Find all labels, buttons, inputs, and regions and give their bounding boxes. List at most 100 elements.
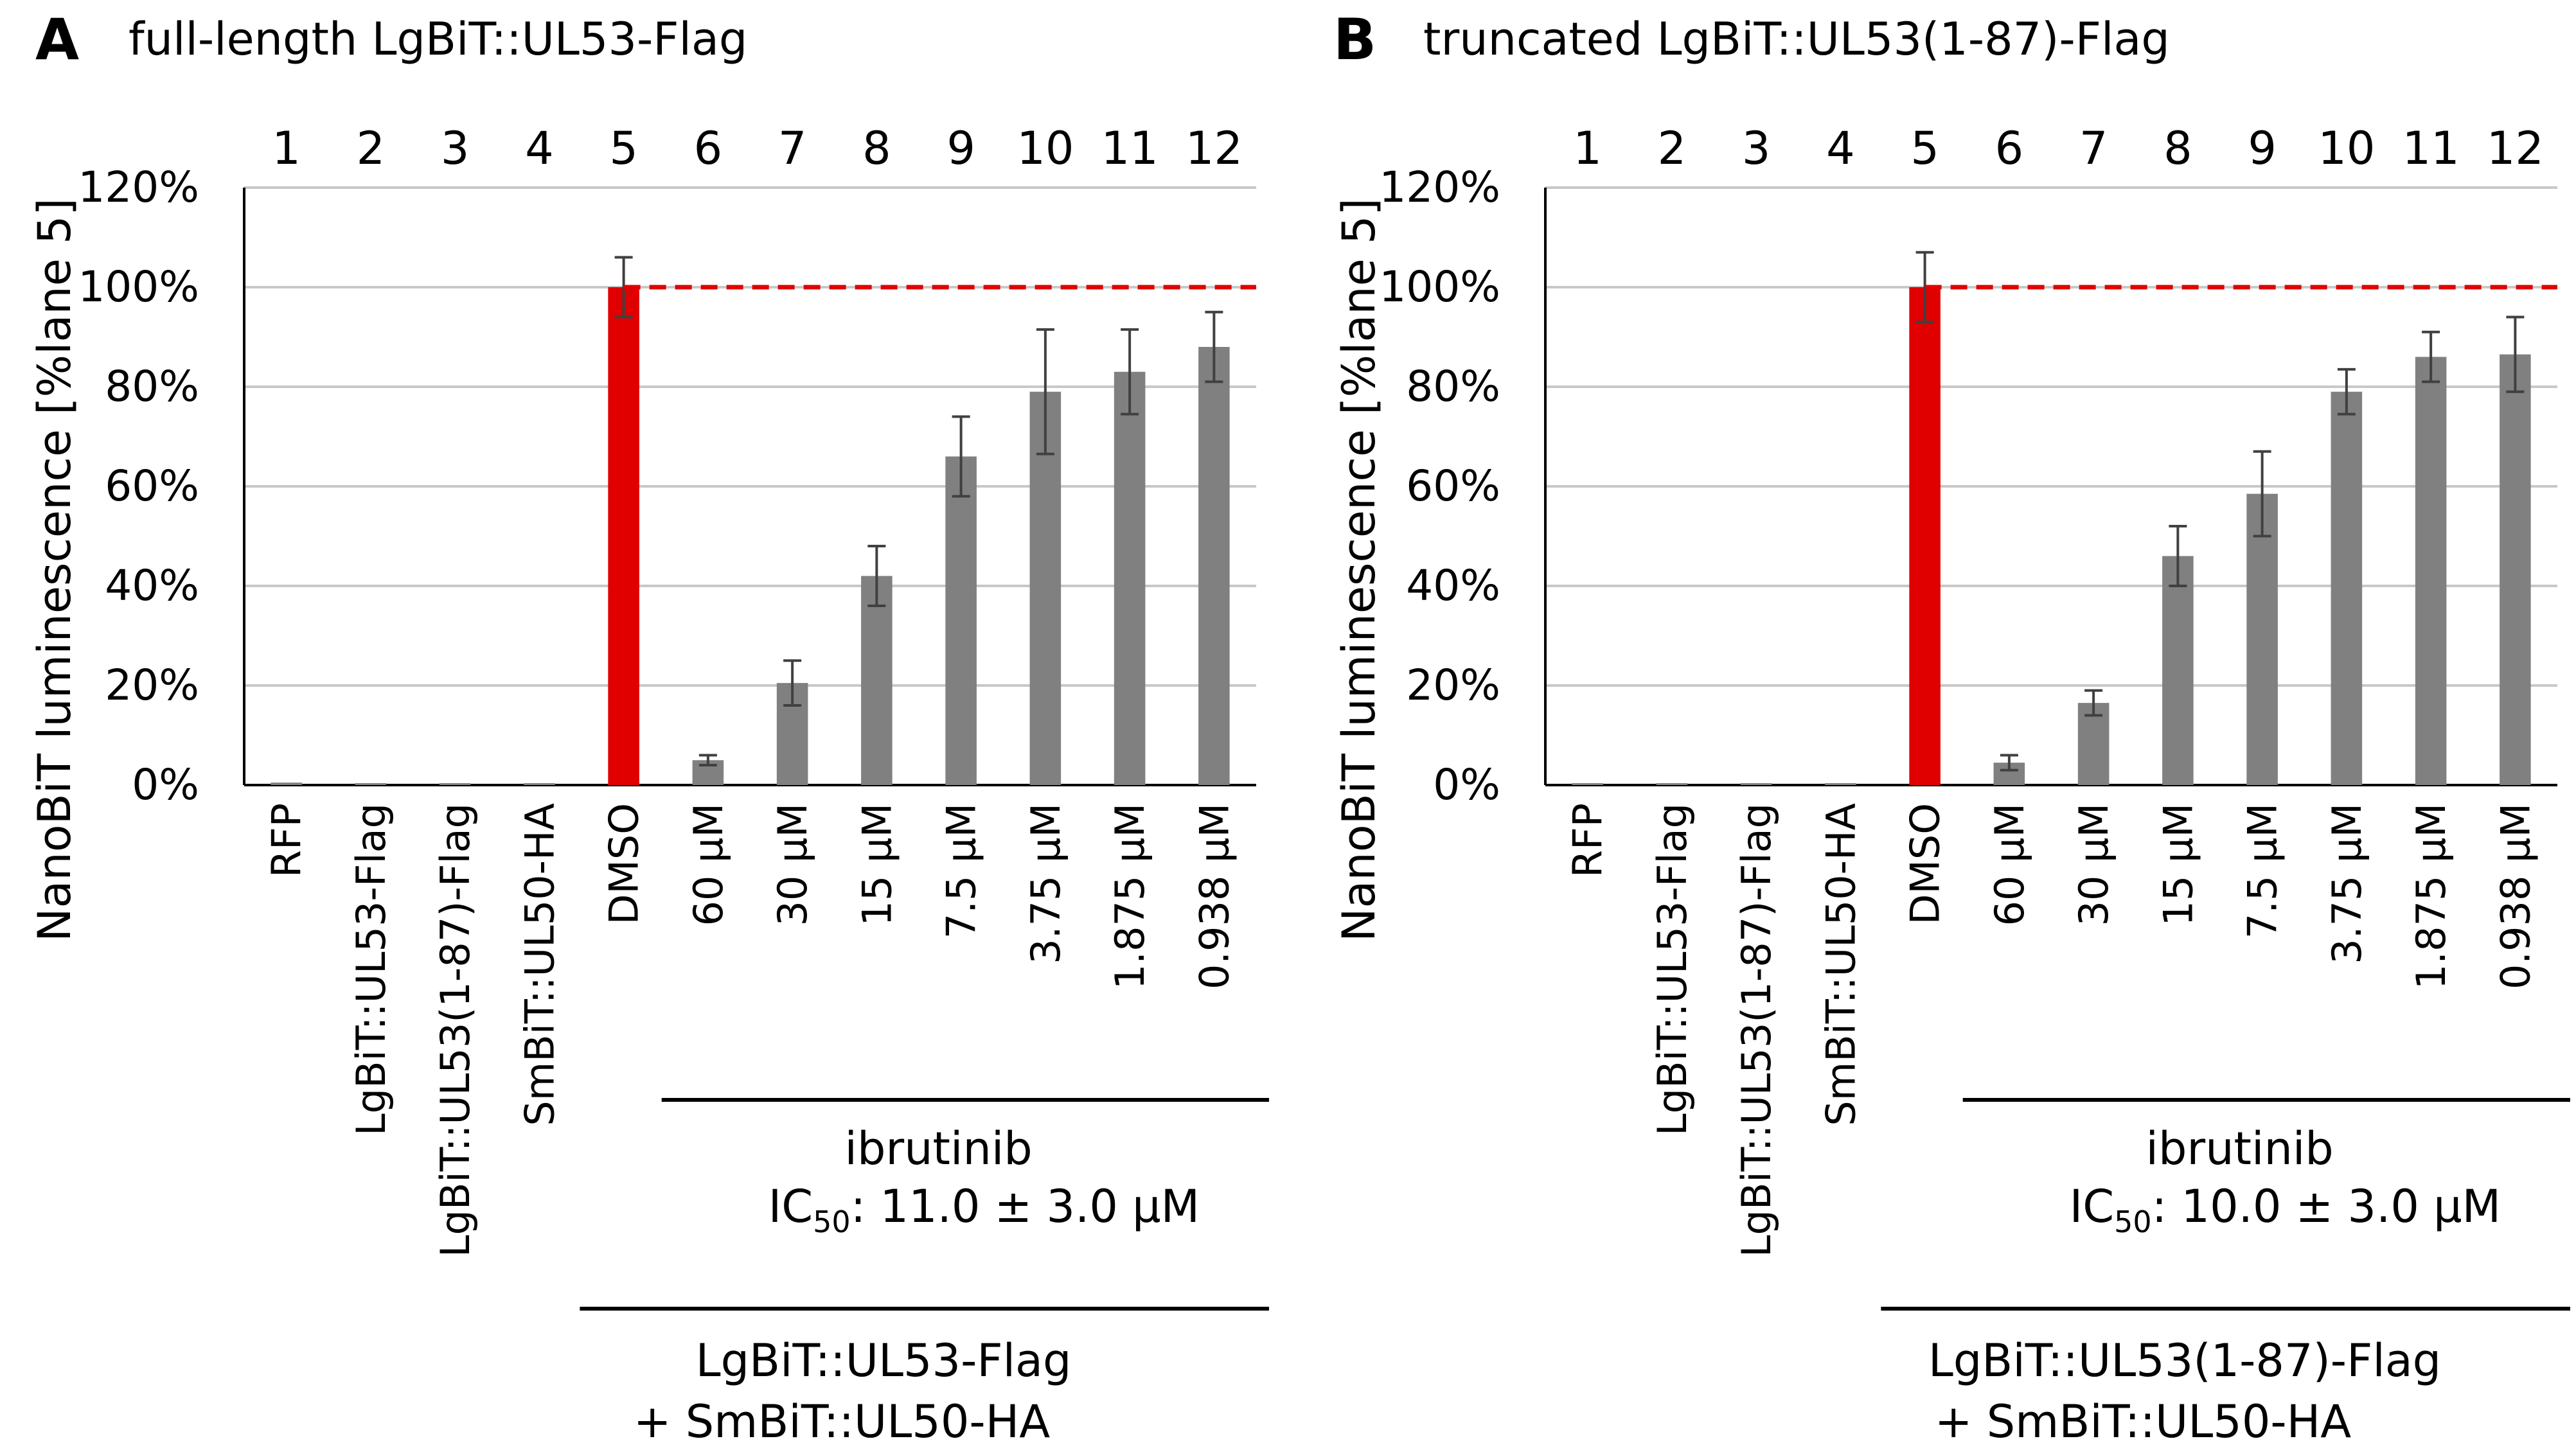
y-tick-label: 20% [1406, 660, 1500, 710]
error-bar [783, 659, 802, 707]
category-label: 7.5 µM [938, 803, 985, 939]
lane-number: 5 [1910, 122, 1939, 175]
panel-title: full-length LgBiT::UL53-Flag [129, 13, 747, 66]
bar [1029, 391, 1061, 785]
bar [1825, 783, 1856, 785]
panel-letter: A [35, 6, 79, 73]
bar [2162, 556, 2194, 785]
y-tick-label: 100% [78, 262, 199, 312]
category-label: 1.875 µM [1106, 803, 1153, 989]
lane-number: 10 [2318, 122, 2375, 175]
category-label: DMSO [1902, 803, 1949, 924]
category-label: DMSO [601, 803, 648, 924]
y-tick-label: 80% [1406, 362, 1500, 411]
lane-number: 12 [1186, 122, 1243, 175]
category-label: LgBiT::UL53-Flag [1649, 803, 1696, 1136]
y-tick-label: 60% [1406, 461, 1500, 511]
ic50-label: IC50: 10.0 ± 3.0 µM [2070, 1180, 2501, 1239]
lane-number: 5 [609, 122, 638, 175]
lane-number: 3 [441, 122, 470, 175]
error-bar [2169, 525, 2187, 587]
lane-number: 6 [694, 122, 723, 175]
category-label: LgBiT::UL53(1-87)-Flag [432, 803, 479, 1257]
category-label: 15 µM [853, 803, 900, 926]
bar [1740, 783, 1772, 785]
bar [524, 783, 555, 785]
bar [271, 782, 302, 785]
error-bar [2506, 315, 2525, 393]
panel-title: truncated LgBiT::UL53(1-87)-Flag [1423, 13, 2170, 66]
error-bar [2253, 450, 2271, 538]
outer-group-line2: + SmBiT::UL50-HA [634, 1395, 1050, 1448]
ibrutinib-label: ibrutinib [2146, 1122, 2334, 1175]
ic50-value: : 11.0 ± 3.0 µM [851, 1180, 1200, 1233]
error-bar [2422, 330, 2440, 384]
y-tick-label: 80% [105, 362, 199, 411]
bar-highlight [1909, 287, 1941, 785]
lane-number: 2 [1658, 122, 1687, 175]
bar [2415, 357, 2447, 785]
y-tick-label: 120% [78, 163, 199, 212]
outer-group-line1: LgBiT::UL53-Flag [696, 1334, 1072, 1387]
bar [439, 783, 471, 785]
category-label: LgBiT::UL53-Flag [348, 803, 395, 1136]
bar [2500, 354, 2531, 785]
outer-group-line1: LgBiT::UL53(1-87)-Flag [1928, 1334, 2441, 1387]
y-tick-label: 120% [1379, 163, 1500, 212]
lane-number: 7 [2079, 122, 2108, 175]
panel-letter: B [1333, 6, 1376, 73]
lane-number: 6 [1995, 122, 2024, 175]
ic50-prefix: IC [2070, 1180, 2115, 1233]
bar [861, 576, 893, 785]
outer-group-line2: + SmBiT::UL50-HA [1935, 1395, 2351, 1448]
y-tick-label: 40% [105, 561, 199, 610]
lane-number: 4 [525, 122, 554, 175]
lane-number: 1 [272, 122, 301, 175]
y-axis-label: NanoBiT luminescence [%lane 5] [1333, 198, 1385, 942]
lane-number: 2 [357, 122, 386, 175]
lane-number: 9 [946, 122, 975, 175]
bar [1114, 371, 1146, 785]
error-bar [867, 545, 886, 607]
lane-number: 4 [1826, 122, 1855, 175]
y-tick-label: 20% [105, 660, 199, 710]
lane-number: 9 [2248, 122, 2277, 175]
lane-number: 3 [1742, 122, 1771, 175]
bar [1656, 783, 1688, 785]
y-tick-label: 100% [1379, 262, 1500, 312]
error-bar [2084, 689, 2103, 717]
category-label: 3.75 µM [1022, 803, 1069, 964]
category-label: 60 µM [685, 803, 732, 926]
error-bar [1036, 328, 1054, 455]
ic50-value: : 10.0 ± 3.0 µM [2152, 1180, 2501, 1233]
y-tick-label: 0% [1433, 760, 1500, 809]
lane-number: 7 [778, 122, 807, 175]
category-label: 15 µM [2154, 803, 2201, 926]
lane-number: 1 [1573, 122, 1602, 175]
lane-number: 12 [2487, 122, 2544, 175]
bar [2331, 391, 2363, 785]
y-tick-label: 60% [105, 461, 199, 511]
category-label: 1.875 µM [2408, 803, 2455, 989]
lane-number: 10 [1017, 122, 1074, 175]
lane-number: 8 [862, 122, 891, 175]
category-label: 30 µM [2070, 803, 2117, 926]
category-label: RFP [1565, 803, 1612, 878]
bar [1198, 347, 1230, 785]
category-label: SmBiT::UL50-HA [516, 803, 563, 1126]
ic50-prefix: IC [768, 1180, 813, 1233]
error-bar [2000, 754, 2018, 772]
error-bar [698, 754, 717, 766]
category-label: RFP [263, 803, 310, 878]
category-label: 0.938 µM [1191, 803, 1238, 989]
error-bar [952, 415, 970, 498]
category-label: 30 µM [769, 803, 816, 926]
bar [2246, 493, 2278, 785]
y-axis-label: NanoBiT luminescence [%lane 5] [28, 198, 81, 942]
bar [355, 783, 387, 785]
bar-highlight [608, 287, 639, 785]
category-label: 0.938 µM [2492, 803, 2539, 989]
